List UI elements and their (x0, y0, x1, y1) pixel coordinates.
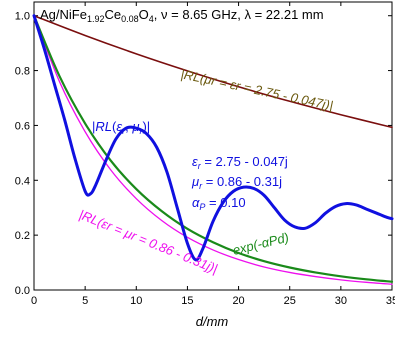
y-tick: 0.6 (15, 120, 392, 132)
x-tick: 0 (31, 2, 37, 307)
x-tick: 10 (130, 2, 142, 307)
y-tick-label: 0.4 (15, 175, 30, 187)
x-tick: 20 (232, 2, 245, 307)
series-line-1 (33, 14, 393, 129)
y-tick: 0.4 (15, 175, 392, 187)
param-alpha: αP = 0.10 (192, 195, 246, 212)
x-tick-label: 0 (31, 295, 37, 307)
annotation-exp: exp(-αPd) (231, 230, 290, 258)
series-line-3 (33, 15, 393, 285)
y-tick: 1.0 (15, 11, 392, 23)
x-tick: 25 (284, 2, 296, 307)
x-tick-label: 20 (232, 295, 244, 307)
y-tick: 0.2 (15, 230, 392, 242)
x-axis-label: d/mm (196, 314, 229, 329)
param-mu: μr = 0.86 - 0.31j (191, 174, 282, 191)
annotation-rl-magnetic: |RL(εr = μr = 0.86 - 0.31j)| (77, 207, 220, 276)
y-axis: 0.0 0.2 0.4 0.6 0.8 1.0 (15, 11, 392, 297)
series-line-0 (32, 14, 394, 262)
x-tick-label: 35 (386, 295, 395, 307)
x-tick: 30 (335, 2, 347, 307)
x-axis: 0 5 10 15 20 25 30 35 (31, 2, 395, 307)
y-tick-label: 0.6 (15, 120, 30, 132)
y-tick-label: 0.0 (15, 285, 30, 297)
y-tick-label: 0.2 (15, 230, 30, 242)
series-group (32, 14, 394, 285)
x-tick-label: 25 (284, 295, 296, 307)
annotation-rl-equal: |RL(μr = εr = 2.75 - 0.047j)| (179, 66, 334, 113)
plot-frame (33, 1, 393, 291)
x-tick: 15 (181, 2, 194, 307)
x-tick-label: 15 (181, 295, 193, 307)
y-tick-label: 1.0 (15, 11, 30, 23)
param-eps: εr = 2.75 - 0.047j (192, 154, 288, 171)
x-tick-label: 30 (335, 295, 347, 307)
y-tick-label: 0.8 (15, 66, 30, 78)
y-tick: 0.0 (15, 285, 392, 297)
x-tick: 35 (386, 2, 395, 307)
x-tick: 5 (82, 2, 88, 307)
x-tick-label: 5 (82, 295, 88, 307)
x-tick-label: 10 (130, 295, 142, 307)
chart-title: Ag/NiFe1.92Ce0.08O4, ν = 8.65 GHz, λ = 2… (40, 7, 324, 24)
annotation-rl-main: |RL(εr, μr)| (92, 119, 150, 136)
y-tick: 0.8 (15, 66, 392, 78)
series-line-2 (32, 14, 394, 283)
